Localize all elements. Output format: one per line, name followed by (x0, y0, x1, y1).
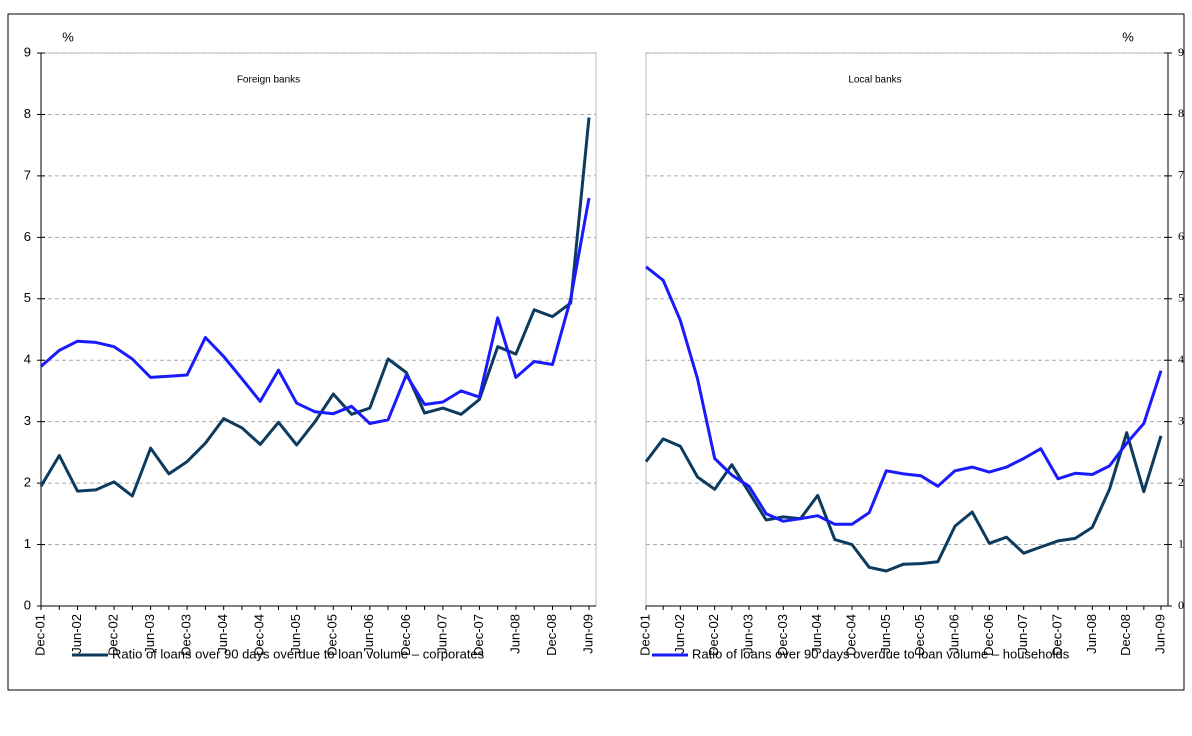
series-line (644, 431, 1163, 573)
x-tick-label: Jun-09 (580, 614, 595, 654)
x-tick-label: Jun-05 (878, 614, 893, 654)
y-tick-label: 0 (1178, 598, 1184, 612)
series-line (645, 265, 1163, 526)
legend-label: Ratio of loans over 90 days overdue to l… (112, 646, 485, 661)
x-tick-label: Dec-03 (179, 614, 194, 656)
x-tick-label: Jun-04 (809, 614, 824, 654)
x-tick-label: Jun-04 (215, 614, 230, 654)
x-tick-label: Jun-02 (672, 614, 687, 654)
x-tick-label: Jun-06 (946, 614, 961, 654)
x-tick-label: Jun-05 (288, 614, 303, 654)
y-axis-label: % (1122, 29, 1134, 44)
y-axis-label: % (62, 29, 74, 44)
y-tick-label: 3 (24, 413, 31, 428)
x-tick-label: Jun-08 (507, 614, 522, 654)
y-tick-label: 7 (24, 167, 31, 182)
x-tick-label: Jun-07 (434, 614, 449, 654)
x-tick-label: Dec-02 (706, 614, 721, 656)
x-tick-label: Dec-03 (775, 614, 790, 656)
x-tick-label: Dec-02 (106, 614, 121, 656)
series-line (40, 197, 591, 425)
y-tick-label: 3 (1178, 413, 1184, 427)
y-tick-label: 8 (24, 106, 31, 121)
y-tick-label: 1 (1178, 536, 1184, 550)
x-tick-label: Dec-07 (1049, 614, 1064, 656)
x-tick-label: Dec-05 (325, 614, 340, 656)
outer-frame (7, 13, 1185, 691)
y-tick-label: 9 (24, 44, 31, 59)
y-tick-label: 9 (1178, 45, 1184, 59)
y-tick-label: 4 (1178, 352, 1184, 366)
x-tick-label: Dec-06 (981, 614, 996, 656)
x-tick-label: Jun-03 (142, 614, 157, 654)
x-tick-label: Jun-06 (361, 614, 376, 654)
legend-label: Ratio of loans over 90 days overdue to l… (692, 646, 1070, 661)
x-tick-label: Dec-07 (471, 614, 486, 656)
y-tick-label: 1 (24, 536, 31, 551)
y-tick-label: 7 (1178, 168, 1184, 182)
x-tick-label: Dec-08 (544, 614, 559, 656)
x-tick-label: Jun-07 (1015, 614, 1030, 654)
y-tick-label: 5 (1178, 291, 1184, 305)
x-tick-label: Jun-08 (1084, 614, 1099, 654)
y-tick-label: 0 (24, 597, 31, 612)
y-tick-label: 6 (24, 229, 31, 244)
y-tick-label: 2 (24, 475, 31, 490)
x-tick-label: Dec-08 (1118, 614, 1133, 656)
chart-title: Local banks (848, 75, 901, 86)
y-tick-label: 8 (1178, 106, 1184, 120)
y-tick-label: 5 (24, 290, 31, 305)
x-tick-label: Jun-03 (740, 614, 755, 654)
x-tick-label: Jun-09 (1152, 614, 1167, 654)
y-tick-label: 2 (1178, 475, 1184, 489)
x-tick-label: Dec-01 (637, 614, 652, 656)
plot-area (645, 52, 1169, 607)
x-tick-label: Dec-04 (843, 614, 858, 656)
x-tick-label: Dec-05 (912, 614, 927, 656)
chart-title: Foreign banks (237, 75, 300, 86)
x-tick-label: Dec-01 (32, 614, 47, 656)
x-tick-label: Dec-04 (252, 614, 267, 656)
y-tick-label: 6 (1178, 229, 1184, 243)
plot-area (40, 52, 597, 607)
y-tick-label: 4 (24, 352, 31, 367)
x-tick-label: Jun-02 (69, 614, 84, 654)
x-tick-label: Dec-06 (398, 614, 413, 656)
series-line (39, 117, 591, 498)
